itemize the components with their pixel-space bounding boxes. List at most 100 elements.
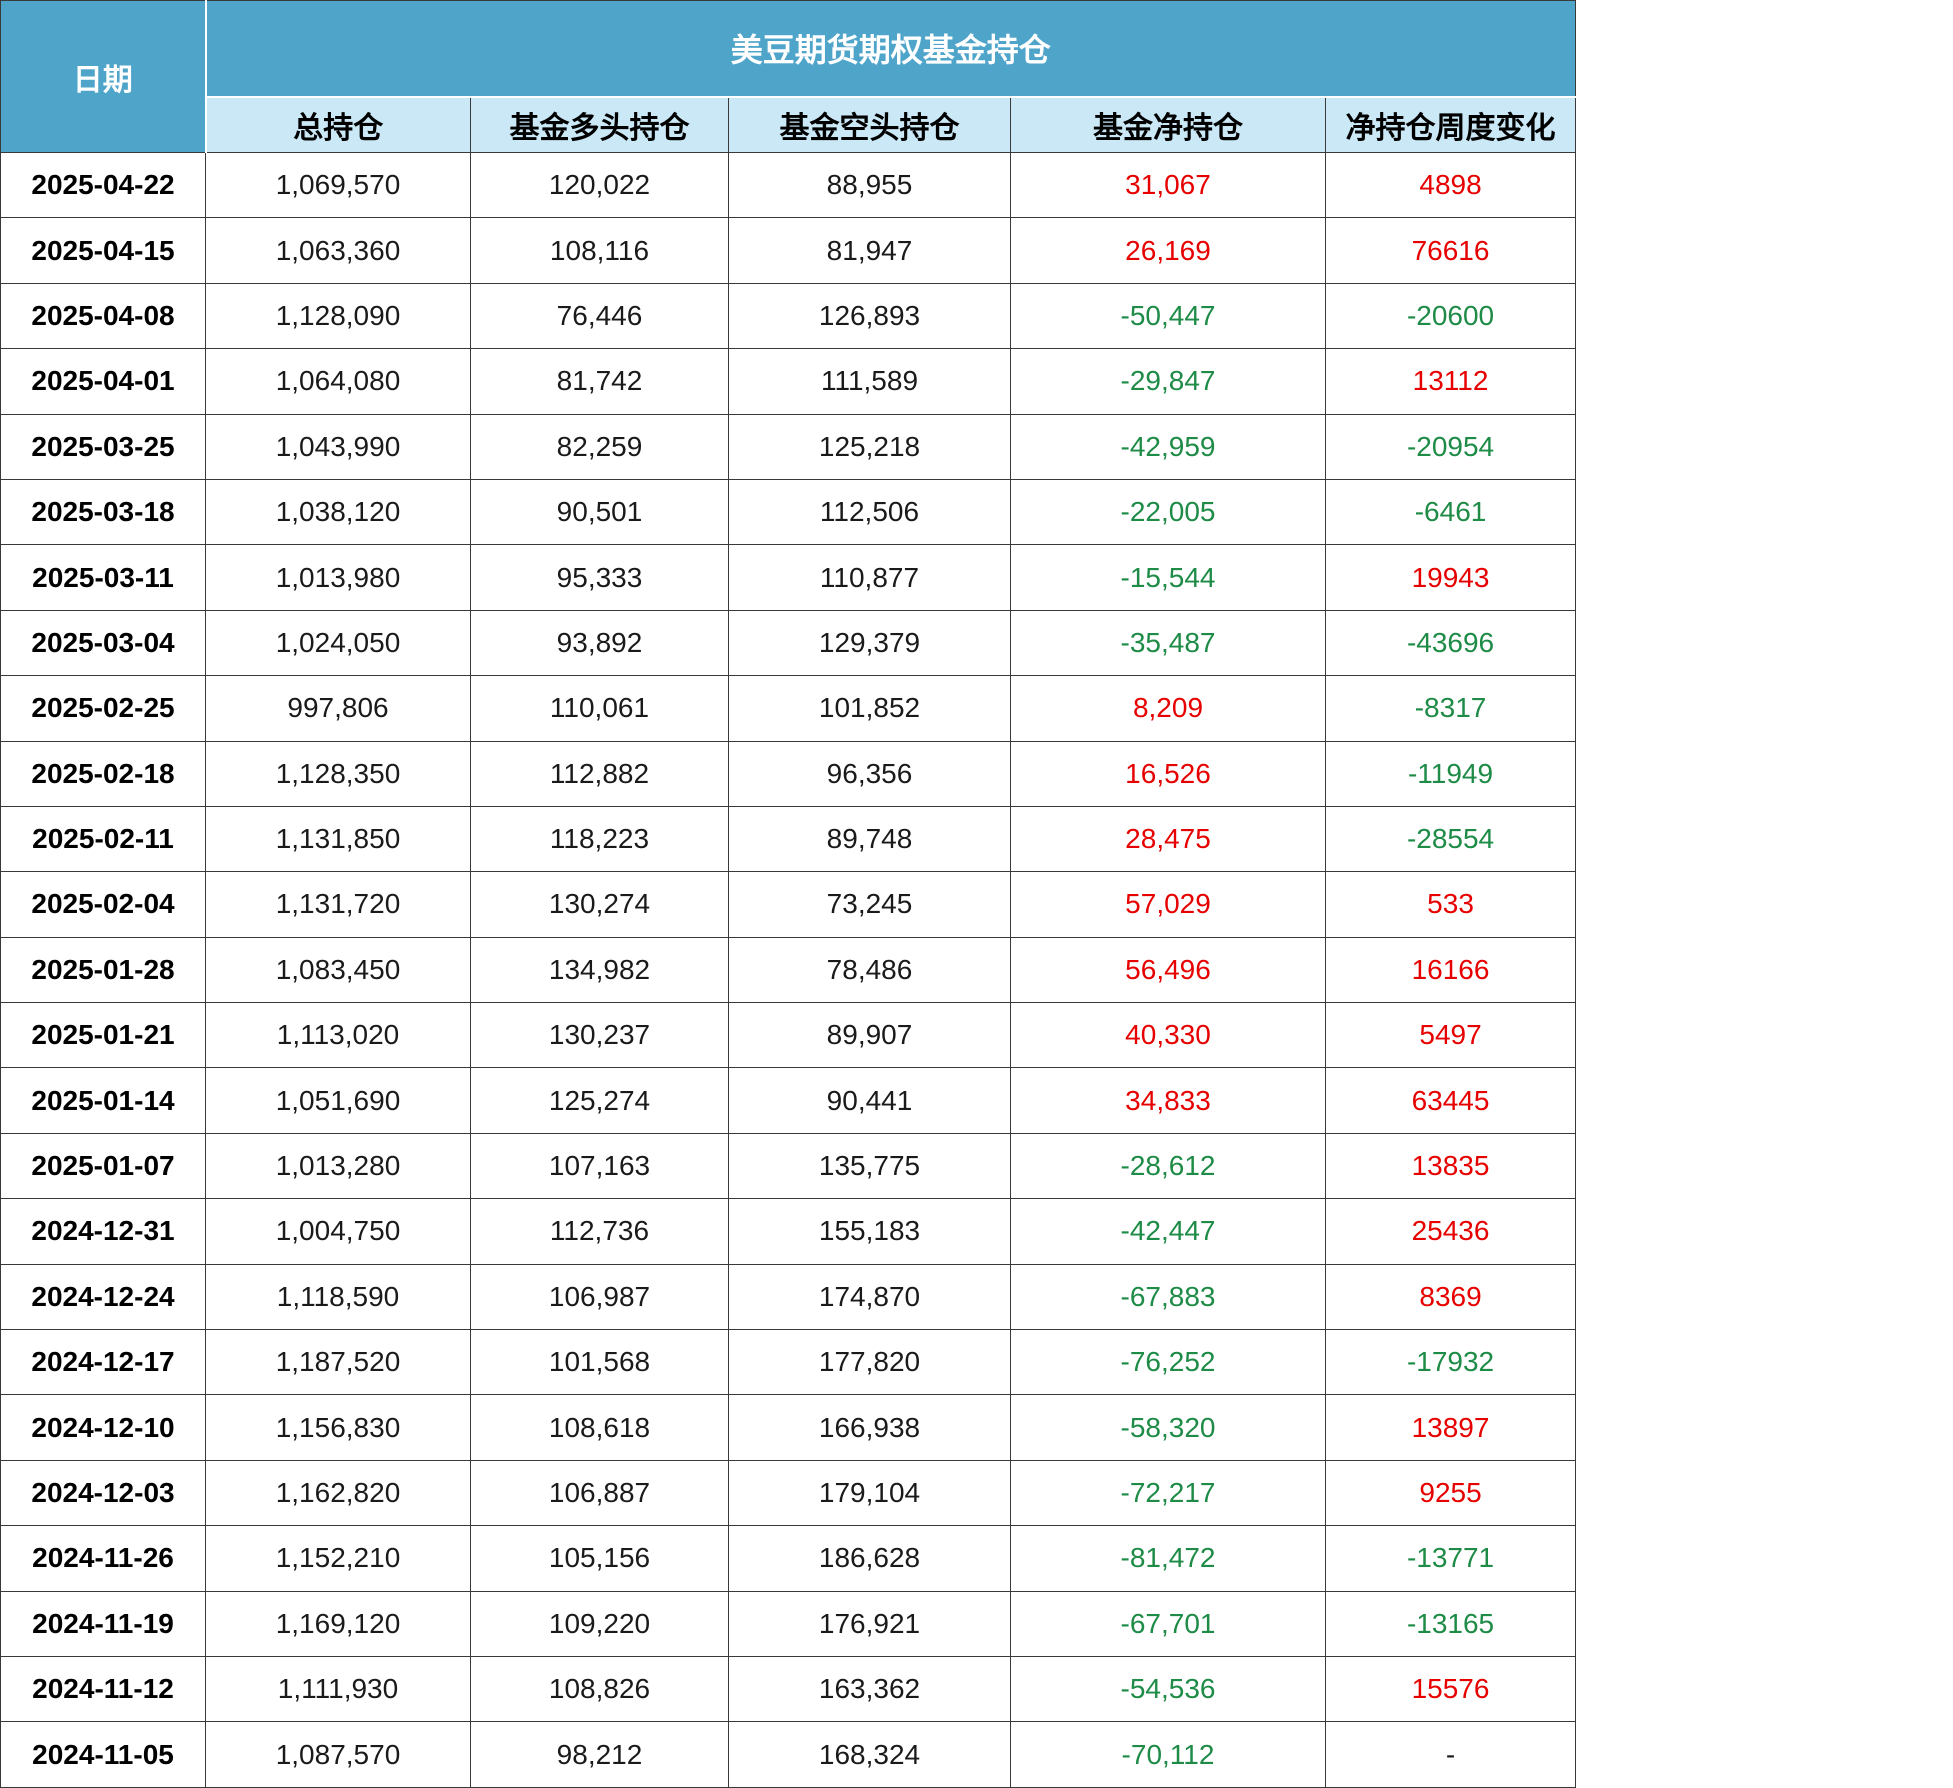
weekly-net-change-cell: -17932 bbox=[1324, 1329, 1577, 1396]
total-oi-cell: 1,083,450 bbox=[205, 936, 471, 1004]
table-row: 2025-03-18 1,038,120 90,501 112,506 -22,005-… bbox=[0, 478, 1577, 546]
fund-short-cell: 125,218 bbox=[728, 413, 1011, 480]
weekly-net-change-cell: -13771 bbox=[1324, 1525, 1577, 1592]
fund-short-cell: 111,589 bbox=[728, 348, 1011, 415]
total-oi-cell: 1,111,930 bbox=[205, 1655, 471, 1723]
table-row: 2025-02-25 997,806 110,061 101,852 8,209 -831… bbox=[0, 675, 1577, 742]
fund-long-cell: 109,220 bbox=[470, 1590, 729, 1657]
fund-short-cell: 163,362 bbox=[728, 1655, 1011, 1723]
fund-long-cell: 110,061 bbox=[470, 675, 729, 742]
fund-net-cell: 57,029 bbox=[1010, 871, 1326, 938]
fund-short-cell: 135,775 bbox=[728, 1132, 1011, 1200]
table-row: 2025-04-22 1,069,570 120,022 88,955 31,067 48… bbox=[0, 151, 1577, 219]
date-cell: 2025-04-15 bbox=[0, 217, 206, 284]
column-header-fund-long: 基金多头持仓 bbox=[470, 96, 729, 153]
fund-net-cell: 28,475 bbox=[1010, 805, 1326, 873]
fund-long-cell: 108,826 bbox=[470, 1655, 729, 1723]
date-cell: 2024-12-31 bbox=[0, 1198, 206, 1265]
fund-short-cell: 78,486 bbox=[728, 936, 1011, 1004]
fund-long-cell: 93,892 bbox=[470, 609, 729, 677]
table-row: 2024-11-12 1,111,930 108,826 163,362 -54,536… bbox=[0, 1655, 1577, 1723]
table-row: 2025-01-21 1,113,020 130,237 89,907 40,330 54… bbox=[0, 1002, 1577, 1069]
total-oi-cell: 1,069,570 bbox=[205, 151, 471, 219]
date-cell: 2024-11-26 bbox=[0, 1525, 206, 1592]
fund-net-cell: -42,959 bbox=[1010, 413, 1326, 480]
fund-long-cell: 118,223 bbox=[470, 805, 729, 873]
fund-net-cell: 31,067 bbox=[1010, 151, 1326, 219]
weekly-net-change-cell: -43696 bbox=[1324, 609, 1577, 677]
fund-long-cell: 106,987 bbox=[470, 1263, 729, 1331]
column-header-weekly-net-change: 净持仓周度变化 bbox=[1324, 96, 1577, 153]
fund-short-cell: 88,955 bbox=[728, 151, 1011, 219]
fund-net-cell: -35,487 bbox=[1010, 609, 1326, 677]
total-oi-cell: 1,131,850 bbox=[205, 805, 471, 873]
fund-short-cell: 96,356 bbox=[728, 740, 1011, 807]
fund-short-cell: 81,947 bbox=[728, 217, 1011, 284]
fund-short-cell: 186,628 bbox=[728, 1525, 1011, 1592]
table-row: 2025-03-04 1,024,050 93,892 129,379 -35,487-… bbox=[0, 609, 1577, 677]
total-oi-cell: 1,113,020 bbox=[205, 1002, 471, 1069]
total-oi-cell: 1,169,120 bbox=[205, 1590, 471, 1657]
table-row: 2024-11-19 1,169,120 109,220 176,921 -67,701… bbox=[0, 1590, 1577, 1657]
fund-short-cell: 129,379 bbox=[728, 609, 1011, 677]
date-cell: 2025-03-18 bbox=[0, 478, 206, 546]
table-row: 2025-01-07 1,013,280 107,163 135,775 -28,612… bbox=[0, 1132, 1577, 1200]
fund-long-cell: 106,887 bbox=[470, 1459, 729, 1527]
date-cell: 2024-12-17 bbox=[0, 1329, 206, 1396]
column-header-fund-short: 基金空头持仓 bbox=[728, 96, 1011, 153]
fund-long-cell: 105,156 bbox=[470, 1525, 729, 1592]
fund-short-cell: 101,852 bbox=[728, 675, 1011, 742]
fund-short-cell: 179,104 bbox=[728, 1459, 1011, 1527]
date-cell: 2024-11-12 bbox=[0, 1655, 206, 1723]
total-oi-cell: 1,128,350 bbox=[205, 740, 471, 807]
fund-short-cell: 176,921 bbox=[728, 1590, 1011, 1657]
fund-long-cell: 95,333 bbox=[470, 544, 729, 611]
total-oi-cell: 1,131,720 bbox=[205, 871, 471, 938]
weekly-net-change-cell: 16166 bbox=[1324, 936, 1577, 1004]
table-row: 2025-02-11 1,131,850 118,223 89,748 28,475 -2… bbox=[0, 805, 1577, 873]
fund-long-cell: 76,446 bbox=[470, 282, 729, 350]
table-row: 2024-12-31 1,004,750 112,736 155,183 -42,447… bbox=[0, 1198, 1577, 1265]
fund-long-cell: 101,568 bbox=[470, 1329, 729, 1396]
date-cell: 2025-04-22 bbox=[0, 151, 206, 219]
table-row: 2025-03-11 1,013,980 95,333 110,877 -15,544 1… bbox=[0, 544, 1577, 611]
total-oi-cell: 1,051,690 bbox=[205, 1067, 471, 1134]
weekly-net-change-cell: 9255 bbox=[1324, 1459, 1577, 1527]
fund-net-cell: -50,447 bbox=[1010, 282, 1326, 350]
fund-net-cell: 16,526 bbox=[1010, 740, 1326, 807]
date-cell: 2025-01-07 bbox=[0, 1132, 206, 1200]
table-row: 2025-04-08 1,128,090 76,446 126,893 -50,447-… bbox=[0, 282, 1577, 350]
column-header-total-oi: 总持仓 bbox=[205, 96, 471, 153]
table-row: 2024-12-03 1,162,820 106,887 179,104 -72,217… bbox=[0, 1459, 1577, 1527]
table-row: 2024-12-24 1,118,590 106,987 174,870 -67,883… bbox=[0, 1263, 1577, 1331]
fund-long-cell: 125,274 bbox=[470, 1067, 729, 1134]
fund-long-cell: 120,022 bbox=[470, 151, 729, 219]
total-oi-cell: 1,024,050 bbox=[205, 609, 471, 677]
total-oi-cell: 1,038,120 bbox=[205, 478, 471, 546]
fund-net-cell: 8,209 bbox=[1010, 675, 1326, 742]
date-cell: 2024-12-03 bbox=[0, 1459, 206, 1527]
table-body: 2025-04-22 1,069,570 120,022 88,955 31,067 48… bbox=[0, 151, 1577, 1788]
fund-short-cell: 174,870 bbox=[728, 1263, 1011, 1331]
table-row: 2024-11-26 1,152,210 105,156 186,628 -81,472… bbox=[0, 1525, 1577, 1592]
table-row: 2025-01-14 1,051,690 125,274 90,441 34,833 63… bbox=[0, 1067, 1577, 1134]
date-cell: 2024-11-19 bbox=[0, 1590, 206, 1657]
date-column-header: 日期 bbox=[0, 0, 207, 153]
fund-net-cell: 34,833 bbox=[1010, 1067, 1326, 1134]
fund-long-cell: 107,163 bbox=[470, 1132, 729, 1200]
fund-long-cell: 81,742 bbox=[470, 348, 729, 415]
fund-net-cell: 56,496 bbox=[1010, 936, 1326, 1004]
fund-long-cell: 98,212 bbox=[470, 1721, 729, 1788]
fund-long-cell: 130,274 bbox=[470, 871, 729, 938]
fund-short-cell: 155,183 bbox=[728, 1198, 1011, 1265]
weekly-net-change-cell: 13835 bbox=[1324, 1132, 1577, 1200]
table-title: 美豆期货期权基金持仓 bbox=[204, 0, 1576, 98]
weekly-net-change-cell: -11949 bbox=[1324, 740, 1577, 807]
fund-net-cell: -58,320 bbox=[1010, 1394, 1326, 1461]
weekly-net-change-cell: -8317 bbox=[1324, 675, 1577, 742]
fund-long-cell: 130,237 bbox=[470, 1002, 729, 1069]
fund-short-cell: 110,877 bbox=[728, 544, 1011, 611]
fund-net-cell: -76,252 bbox=[1010, 1329, 1326, 1396]
fund-short-cell: 126,893 bbox=[728, 282, 1011, 350]
table-header: 日期 美豆期货期权基金持仓 总持仓 基金多头持仓 基金空头持仓 基金净持仓 净持仓周度变… bbox=[0, 0, 1577, 153]
